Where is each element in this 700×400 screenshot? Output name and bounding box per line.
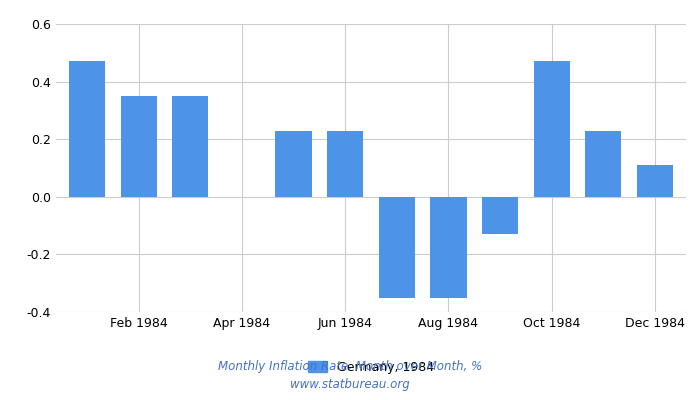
Bar — [69, 62, 105, 197]
Text: Monthly Inflation Rate, Month over Month, %: Monthly Inflation Rate, Month over Month… — [218, 360, 482, 373]
Bar — [637, 165, 673, 197]
Bar — [533, 62, 570, 197]
Bar — [430, 197, 466, 298]
Bar — [172, 96, 209, 197]
Bar — [379, 197, 415, 298]
Bar — [120, 96, 157, 197]
Bar — [482, 197, 518, 234]
Bar — [276, 130, 312, 197]
Bar — [585, 130, 622, 197]
Bar — [327, 130, 363, 197]
Legend: Germany, 1984: Germany, 1984 — [303, 356, 439, 379]
Text: www.statbureau.org: www.statbureau.org — [290, 378, 410, 391]
